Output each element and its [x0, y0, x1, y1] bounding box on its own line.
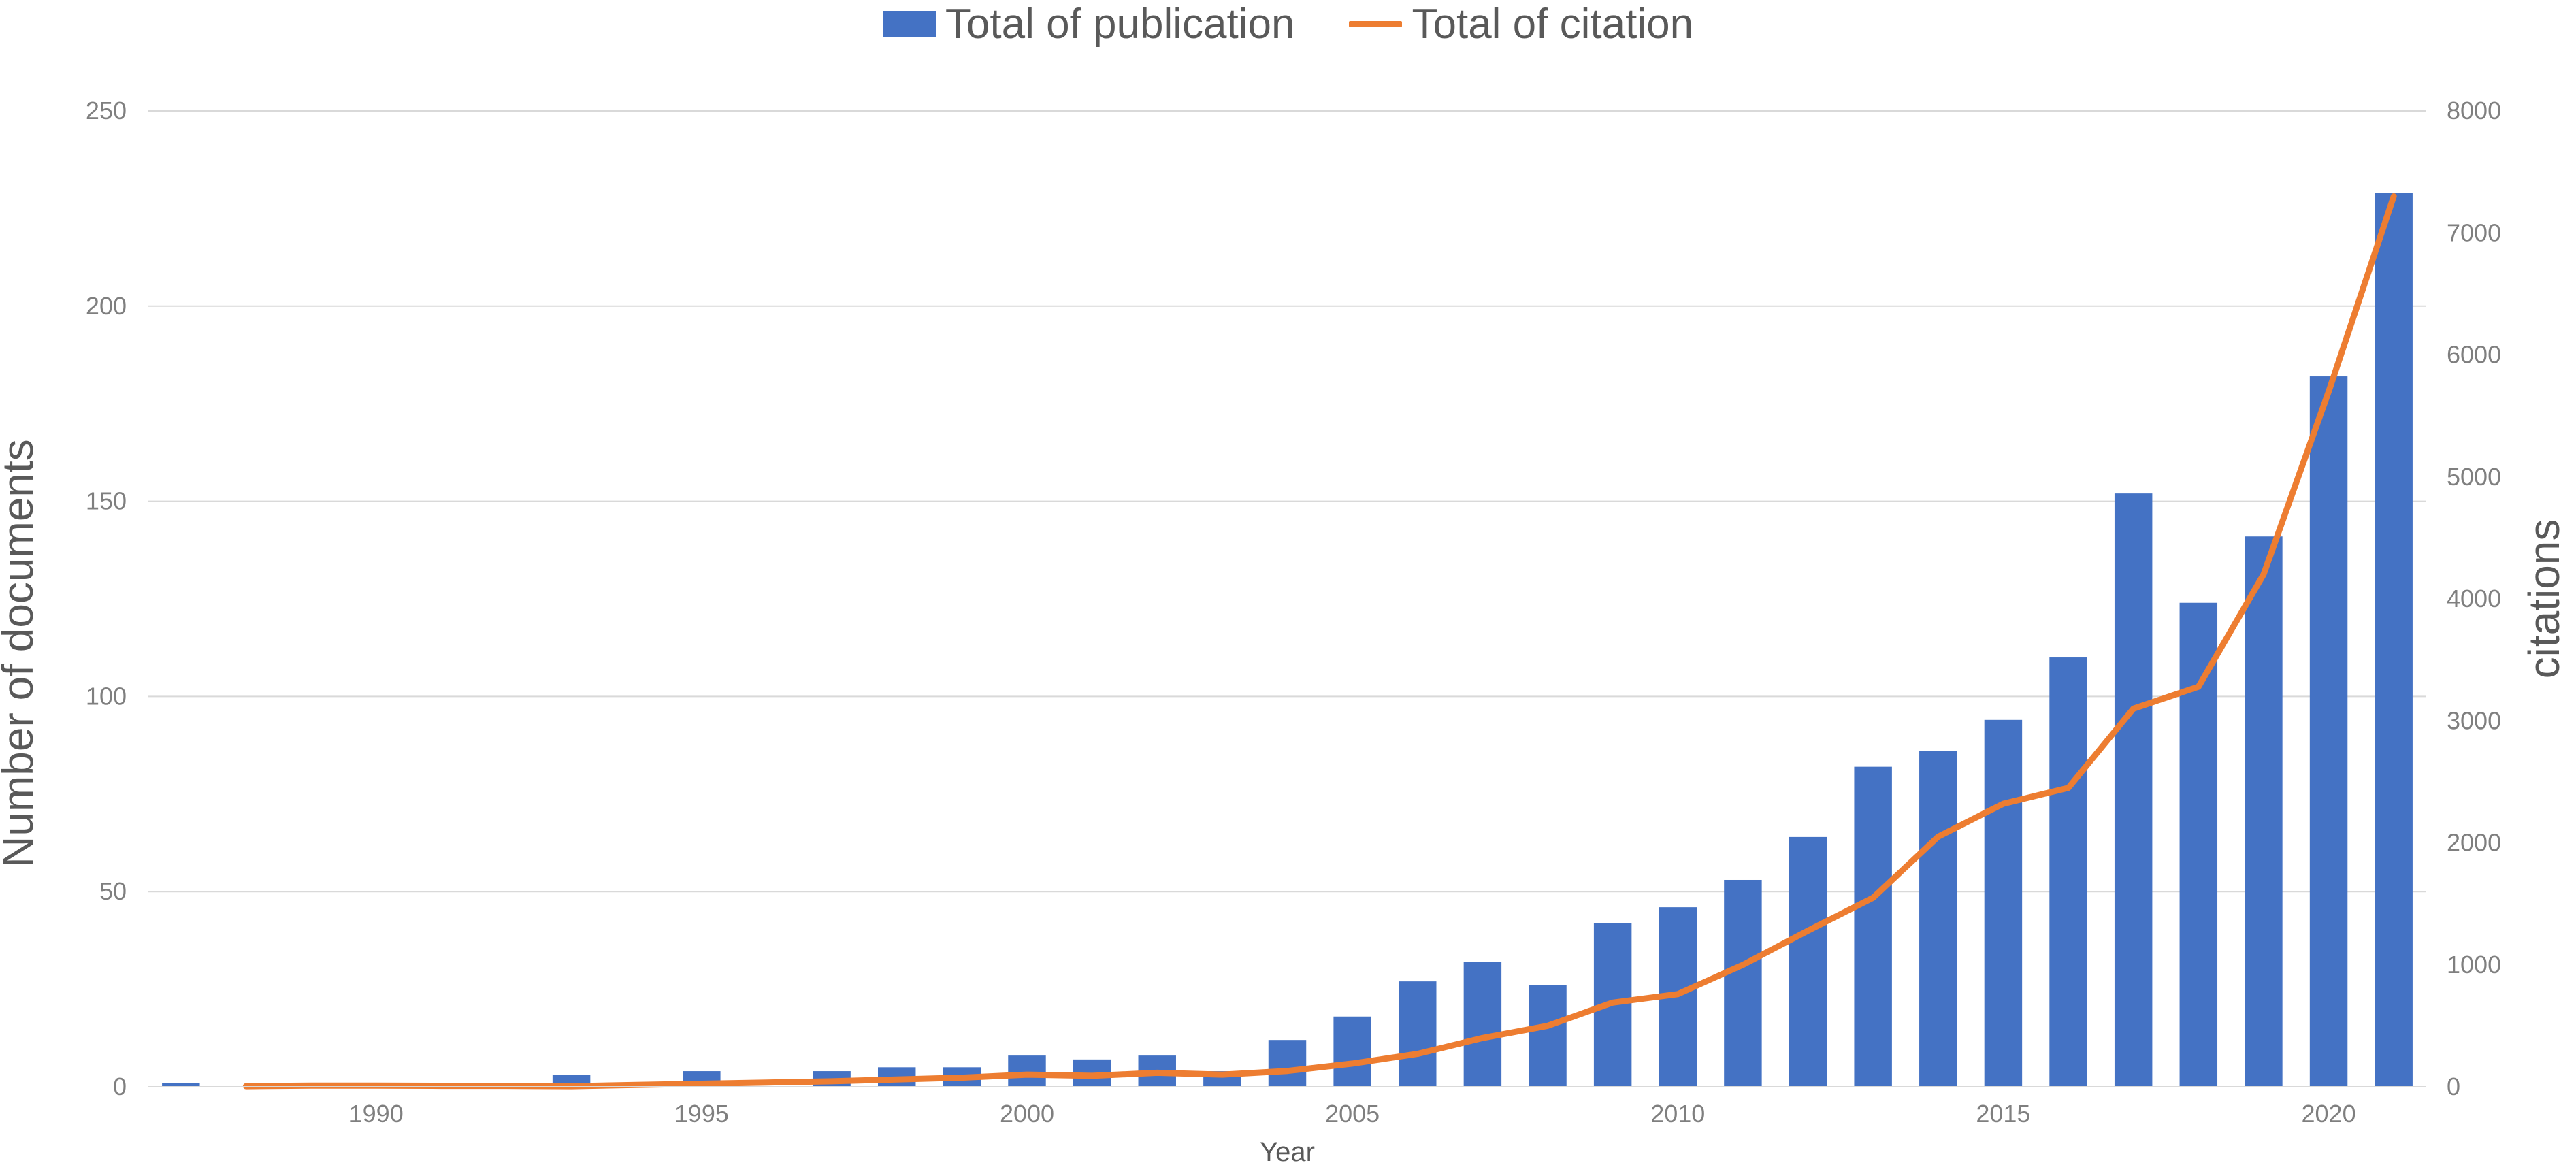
x-tick-label: 1995 [674, 1100, 729, 1128]
bar [2375, 193, 2413, 1087]
bar [2114, 493, 2153, 1087]
y2-tick-label: 8000 [2447, 97, 2501, 125]
bar [1984, 719, 2023, 1087]
bar [162, 1083, 200, 1087]
y2-axis-title: citations [2520, 519, 2569, 679]
y-axis-title: Number of documents [0, 439, 42, 868]
y2-tick-label: 0 [2447, 1072, 2460, 1100]
bar [1919, 751, 1957, 1087]
y2-tick-label: 3000 [2447, 706, 2501, 734]
gridlines [148, 110, 2426, 893]
bar-series [162, 193, 2413, 1087]
bar [1724, 879, 1762, 1087]
legend-swatch-publication [882, 11, 936, 37]
y2-tick-label: 1000 [2447, 951, 2501, 979]
legend-item-citation: Total of citation [1349, 0, 1693, 48]
axes: 0 50 100 150 200 250 0 1000 2000 3000 4000 5000 6000… [86, 97, 2501, 1128]
x-tick-label: 2005 [1325, 1100, 1380, 1128]
bar [1399, 981, 1437, 1087]
bar [2245, 536, 2283, 1087]
bar [1463, 962, 1502, 1087]
bar [2309, 376, 2348, 1087]
x-tick-label: 2000 [1000, 1100, 1054, 1128]
bar [1333, 1016, 1371, 1087]
y-tick-label: 250 [86, 97, 127, 125]
y2-tick-label: 4000 [2447, 585, 2501, 612]
bar [1854, 766, 1892, 1087]
y-tick-label: 200 [86, 292, 127, 320]
line-series [242, 193, 2397, 1090]
y2-tick-label: 7000 [2447, 218, 2501, 246]
legend-label-publication: Total of publication [945, 0, 1295, 48]
x-axis-title: Year [1260, 1137, 1315, 1163]
bar [2179, 602, 2218, 1087]
chart-legend: Total of publication Total of citation [0, 0, 2576, 48]
y2-tick-label: 5000 [2447, 463, 2501, 491]
y-tick-label: 150 [86, 487, 127, 515]
x-tick-label: 1990 [349, 1100, 404, 1128]
bar [1008, 1055, 1046, 1087]
x-tick-label: 2015 [1976, 1100, 2030, 1128]
legend-item-publication: Total of publication [882, 0, 1295, 48]
y2-tick-label: 2000 [2447, 829, 2501, 857]
bar [2049, 657, 2087, 1087]
y-tick-label: 100 [86, 682, 127, 710]
bar [1268, 1040, 1307, 1087]
y-tick-label: 50 [99, 877, 127, 905]
legend-swatch-citation [1349, 20, 1403, 27]
citation-line [242, 193, 2397, 1090]
legend-label-citation: Total of citation [1412, 0, 1694, 48]
y-tick-label: 0 [113, 1072, 127, 1100]
x-tick-label: 2010 [1650, 1100, 1705, 1128]
bar [1789, 836, 1827, 1087]
x-tick-label: 2020 [2302, 1100, 2356, 1128]
y2-tick-label: 6000 [2447, 341, 2501, 369]
bar [1529, 985, 1567, 1087]
